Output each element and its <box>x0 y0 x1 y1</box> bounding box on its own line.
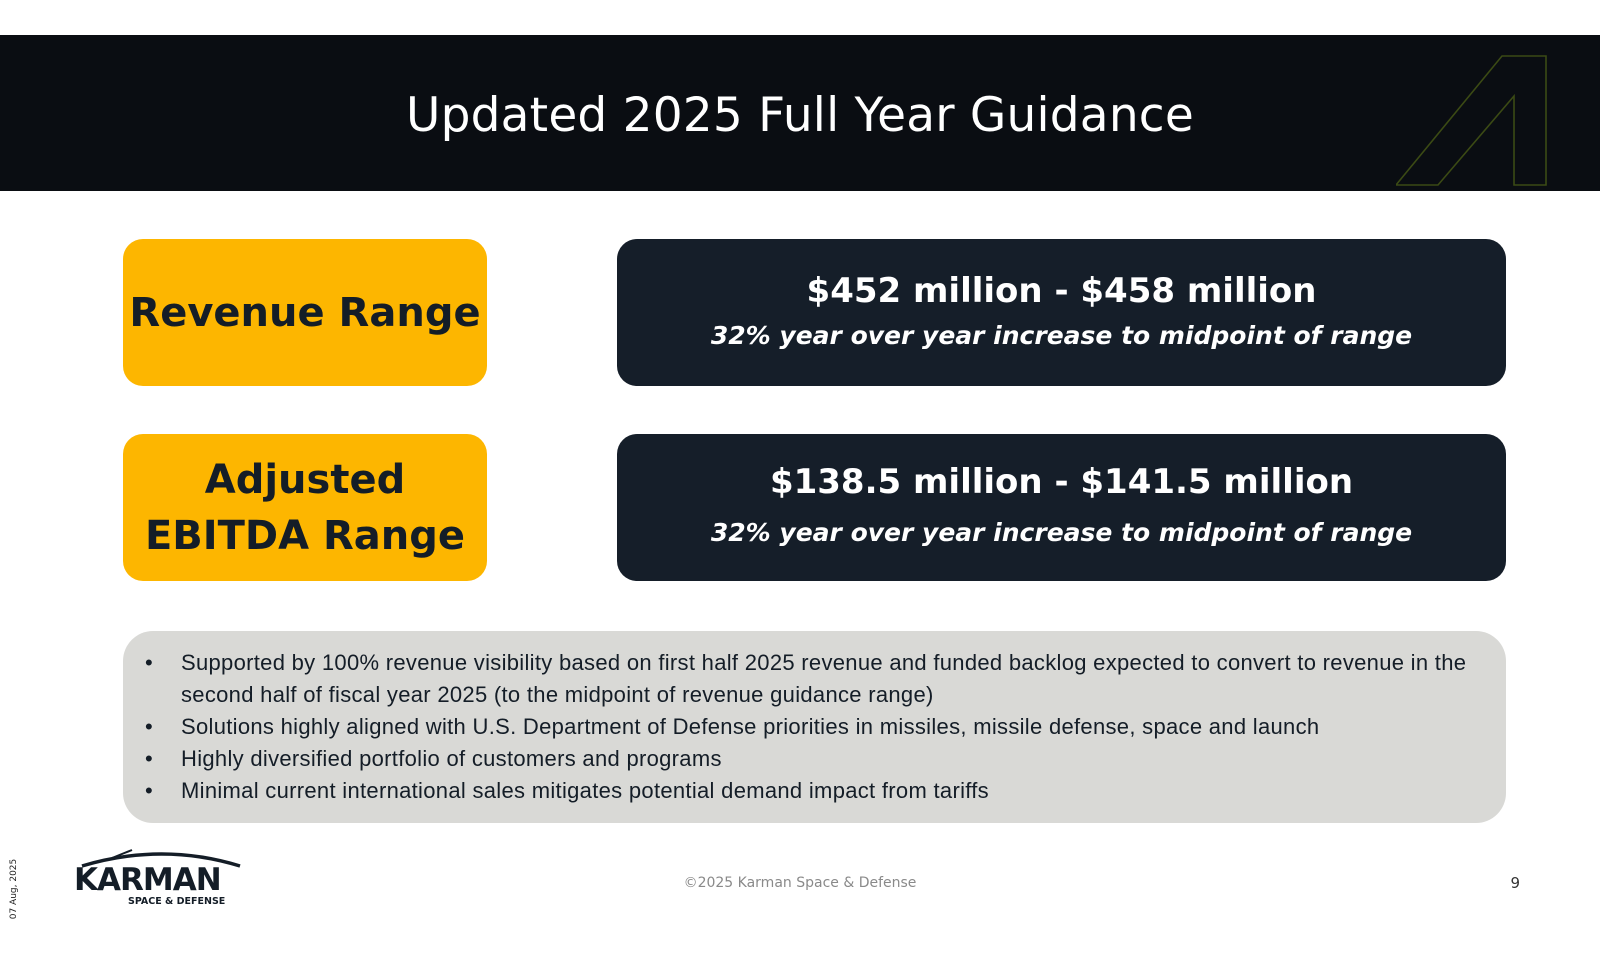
list-item: • Supported by 100% revenue visibility ba… <box>143 647 1486 711</box>
bullet-dot: • <box>145 650 154 675</box>
ebitda-range-label: Adjusted EBITDA Range <box>123 434 487 581</box>
ebitda-range-label-line2: EBITDA Range <box>144 512 466 559</box>
list-item-text: Supported by 100% revenue visibility bas… <box>181 650 1467 707</box>
logo-subtext: SPACE & DEFENSE <box>128 896 225 907</box>
list-item-text: Solutions highly aligned with U.S. Depar… <box>181 714 1320 739</box>
logo-wordmark: KARMAN <box>74 862 221 898</box>
ebitda-range-label-line1: Adjusted <box>204 456 406 503</box>
bullet-dot: • <box>145 778 154 803</box>
title-banner <box>0 35 1600 191</box>
copyright-notice: ©2025 Karman Space & Defense <box>683 875 917 891</box>
page-number: 9 <box>1510 874 1520 892</box>
revenue-range-value-box: $452 million - $458 million 32% year ove… <box>617 239 1506 386</box>
bullet-dot: • <box>145 714 154 739</box>
revenue-range-label: Revenue Range <box>123 239 487 386</box>
list-item-text: Minimal current international sales miti… <box>181 778 989 803</box>
list-item: • Minimal current international sales mit… <box>143 775 1486 807</box>
ebitda-range-value: $138.5 million - $141.5 million <box>769 462 1354 502</box>
revenue-range-value: $452 million - $458 million <box>806 271 1317 311</box>
karman-logo: KARMAN SPACE & DEFENSE <box>74 849 241 907</box>
karman-a-outline-icon <box>1396 55 1547 186</box>
ebitda-range-note: 32% year over year increase to midpoint … <box>710 518 1413 547</box>
slide-title: Updated 2025 Full Year Guidance <box>406 88 1194 143</box>
revenue-range-note: 32% year over year increase to midpoint … <box>710 321 1413 350</box>
list-item: • Highly diversified portfolio of custome… <box>143 743 1486 775</box>
supporting-notes-list: • Supported by 100% revenue visibility ba… <box>143 647 1486 807</box>
bullet-dot: • <box>145 746 154 771</box>
list-item-text: Highly diversified portfolio of customer… <box>181 746 722 771</box>
ebitda-range-value-box: $138.5 million - $141.5 million 32% year… <box>617 434 1506 581</box>
supporting-notes-panel: • Supported by 100% revenue visibility ba… <box>123 631 1506 823</box>
list-item: • Solutions highly aligned with U.S. Depa… <box>143 711 1486 743</box>
revenue-range-label-text: Revenue Range <box>129 289 481 336</box>
